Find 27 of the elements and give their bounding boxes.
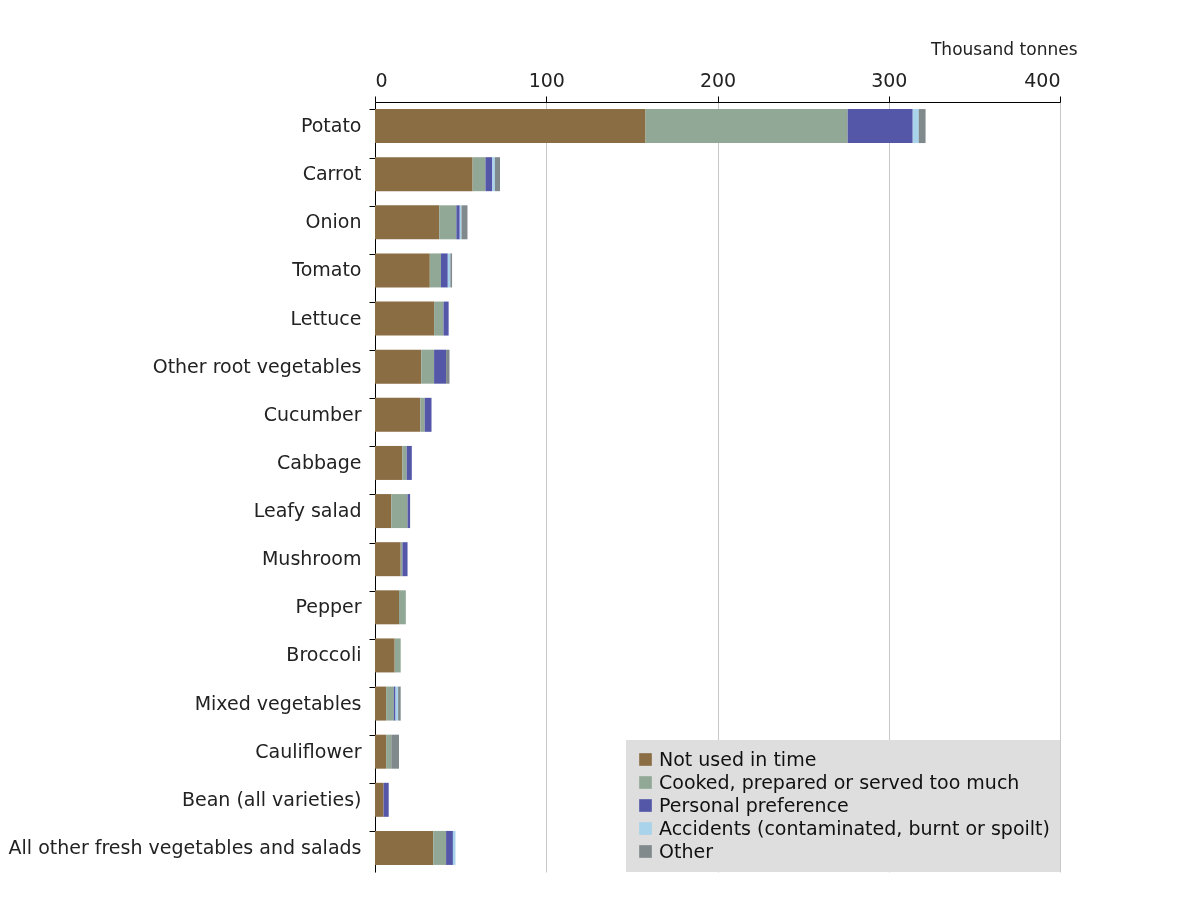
y-tick-label: Cucumber — [263, 402, 362, 425]
legend-label: Personal preference — [659, 793, 849, 816]
y-tick-label: Potato — [300, 114, 362, 137]
x-tick-label: 100 — [528, 68, 565, 91]
y-tick-label: Mushroom — [261, 547, 362, 570]
x-tick-label: 400 — [1024, 68, 1061, 91]
x-tick-label: 200 — [699, 68, 737, 91]
y-tick-label: Broccoli — [286, 643, 362, 666]
y-tick-label: Onion — [305, 210, 362, 233]
y-tick-label: Cauliflower — [255, 739, 362, 762]
y-tick-label: Mixed vegetables — [194, 691, 362, 714]
y-tick-label: Lettuce — [290, 306, 362, 329]
y-tick-label: Pepper — [295, 595, 362, 618]
y-tick-label: Leafy salad — [253, 499, 362, 522]
x-tick-label: 300 — [871, 68, 908, 91]
x-axis-title: Thousand tonnes — [929, 38, 1078, 59]
y-tick-label: Carrot — [302, 162, 362, 185]
y-tick-label: Other root vegetables — [152, 354, 362, 377]
y-tick-label: All other fresh vegetables and salads — [8, 835, 362, 858]
legend-label: Other — [659, 839, 714, 862]
legend-label: Cooked, prepared or served too much — [659, 770, 1020, 793]
y-tick-label: Bean (all varieties) — [182, 787, 362, 810]
y-tick-label: Cabbage — [277, 450, 362, 473]
x-tick-label: 0 — [375, 68, 388, 91]
legend-label: Not used in time — [659, 747, 817, 770]
legend-label: Accidents (contaminated, burnt or spoilt) — [659, 816, 1050, 839]
y-tick-label: Tomato — [291, 258, 362, 281]
